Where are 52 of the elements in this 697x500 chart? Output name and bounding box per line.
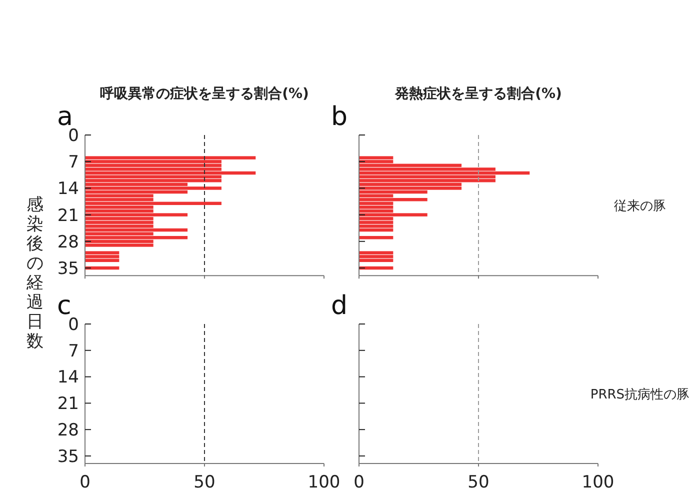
y-tick-label: 14: [57, 368, 79, 388]
text: d: [331, 291, 348, 321]
bar: [359, 224, 394, 228]
bar: [359, 228, 394, 232]
bar: [85, 178, 222, 182]
bar: [85, 251, 120, 254]
y-tick-label: 35: [57, 258, 79, 279]
bar: [85, 244, 154, 247]
y-tick-label: 21: [57, 206, 79, 226]
y-tick-label: 28: [57, 420, 79, 441]
text: 従来の豚: [614, 198, 666, 214]
bar: [85, 202, 222, 206]
x-tick-label: 0: [354, 472, 364, 492]
y-tick-label: 14: [57, 179, 79, 200]
bar: [359, 251, 394, 254]
bar: [359, 178, 496, 182]
bar: [85, 254, 120, 258]
y-tick-label: 28: [57, 232, 79, 252]
x-tick-label: 100: [582, 472, 614, 492]
bar: [359, 171, 530, 175]
chart-title: 発熱症状を呈する割合(%): [394, 85, 562, 102]
bar: [359, 206, 394, 209]
y-tick-label: 7: [68, 152, 79, 173]
bar: [359, 236, 394, 240]
y-tick-label: 35: [57, 446, 79, 467]
bar: [359, 254, 394, 258]
bar: [359, 156, 394, 160]
x-tick-label: 50: [468, 472, 490, 492]
y-tick-label: 21: [57, 394, 79, 414]
bar: [85, 171, 256, 175]
bar: [359, 220, 394, 224]
bar: [359, 258, 394, 262]
bar: [85, 258, 120, 262]
chart-title: 呼吸異常の症状を呈する割合(%): [100, 85, 309, 102]
bar: [85, 156, 256, 160]
bar: [85, 164, 222, 168]
bar: [359, 213, 428, 216]
bar: [85, 213, 188, 216]
y-tick-label: 7: [68, 341, 79, 362]
bar: [85, 236, 188, 240]
y-axis-title: 感染後の経過日数: [26, 195, 44, 352]
x-tick-label: 100: [308, 472, 340, 492]
bar: [359, 198, 428, 202]
bar: [85, 186, 222, 190]
bar: [85, 228, 188, 232]
text: b: [331, 102, 348, 132]
y-tick-label: 0: [68, 314, 79, 335]
y-tick-label: 0: [68, 126, 79, 146]
x-tick-label: 50: [194, 472, 216, 492]
bar: [359, 186, 462, 190]
annotation: PRRS抗病性の豚: [590, 387, 690, 402]
bar: [85, 220, 154, 224]
